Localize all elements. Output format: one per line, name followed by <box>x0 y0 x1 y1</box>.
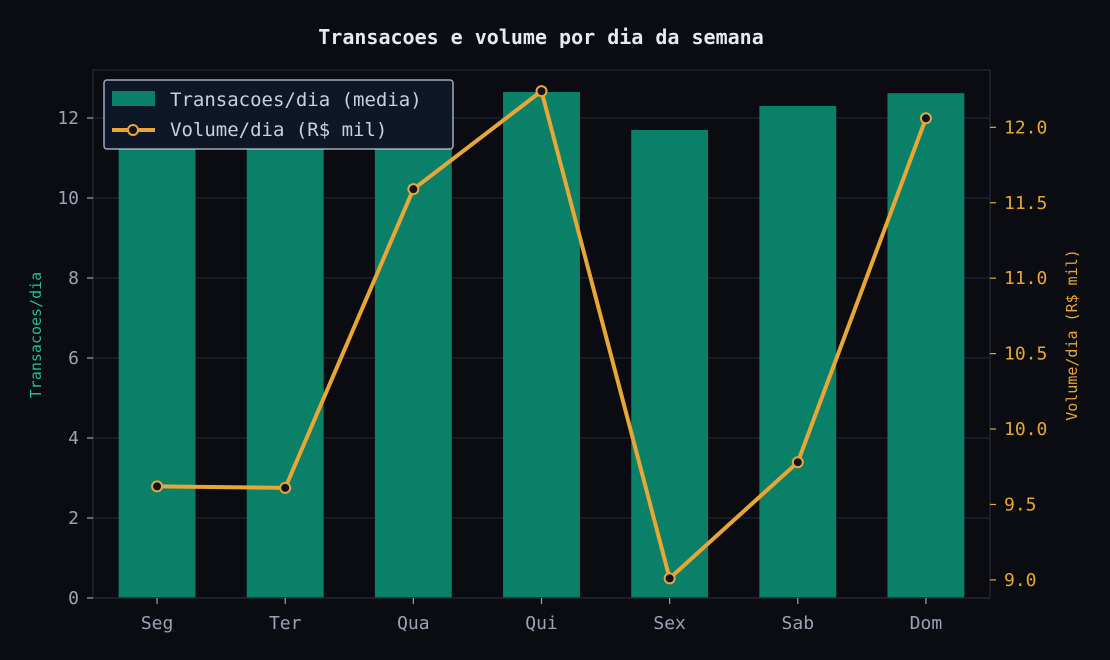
y-right-tick-label: 11.0 <box>1004 268 1047 289</box>
y-right-tick-label: 10.0 <box>1004 419 1047 440</box>
legend-bar-swatch <box>112 91 155 106</box>
y-right-tick-label: 11.5 <box>1004 193 1047 214</box>
bar-seg <box>118 94 196 598</box>
x-tick-label: Dom <box>910 613 943 634</box>
bar-series <box>118 92 965 598</box>
x-tick-label: Ter <box>269 613 302 634</box>
bar-dom <box>887 93 965 598</box>
x-tick-label: Sab <box>782 613 815 634</box>
x-tick-label: Sex <box>653 613 686 634</box>
bar-ter <box>246 114 324 598</box>
y-right-tick-label: 9.5 <box>1004 494 1037 515</box>
y-right-tick-label: 10.5 <box>1004 344 1047 365</box>
chart-title: Transacoes e volume por dia da semana <box>318 25 764 49</box>
legend-line-label: Volume/dia (R$ mil) <box>170 119 387 141</box>
x-tick-label: Seg <box>141 613 174 634</box>
y-left-tick-label: 0 <box>68 588 79 609</box>
y-axis-right-label: Volume/dia (R$ mil) <box>1063 249 1081 421</box>
y-left-tick-label: 12 <box>57 108 79 129</box>
y-right-tick-label: 12.0 <box>1004 117 1047 138</box>
y-left-tick-label: 10 <box>57 188 79 209</box>
volume-point-sex <box>663 572 676 585</box>
volume-point-sab <box>791 456 804 469</box>
y-left-tick-label: 6 <box>68 348 79 369</box>
y-axis-left-label: Transacoes/dia <box>27 272 45 398</box>
bar-sex <box>631 130 709 598</box>
volume-point-qua <box>407 183 420 196</box>
legend-line-marker <box>127 124 139 136</box>
volume-point-seg <box>151 480 164 493</box>
legend: Transacoes/dia (media) Volume/dia (R$ mi… <box>103 79 454 150</box>
legend-box <box>103 79 454 150</box>
line-series <box>151 85 932 585</box>
legend-bar-label: Transacoes/dia (media) <box>170 89 422 111</box>
y-left-tick-label: 4 <box>68 428 79 449</box>
x-tick-label: Qua <box>397 613 430 634</box>
volume-point-ter <box>279 481 292 494</box>
axes: 0 2 4 6 8 10 12 9.0 9.5 10.0 10.5 11.0 11.5 12.0 Seg Te… <box>57 108 1047 634</box>
x-tick-label: Qui <box>525 613 558 634</box>
bar-qui <box>503 92 580 598</box>
bar-sab <box>759 106 837 598</box>
volume-point-dom <box>919 112 932 125</box>
y-left-tick-label: 2 <box>68 508 79 529</box>
volume-point-qui <box>535 85 548 98</box>
y-left-tick-label: 8 <box>68 268 79 289</box>
bar-qua <box>374 138 452 598</box>
y-right-tick-label: 9.0 <box>1004 570 1037 591</box>
